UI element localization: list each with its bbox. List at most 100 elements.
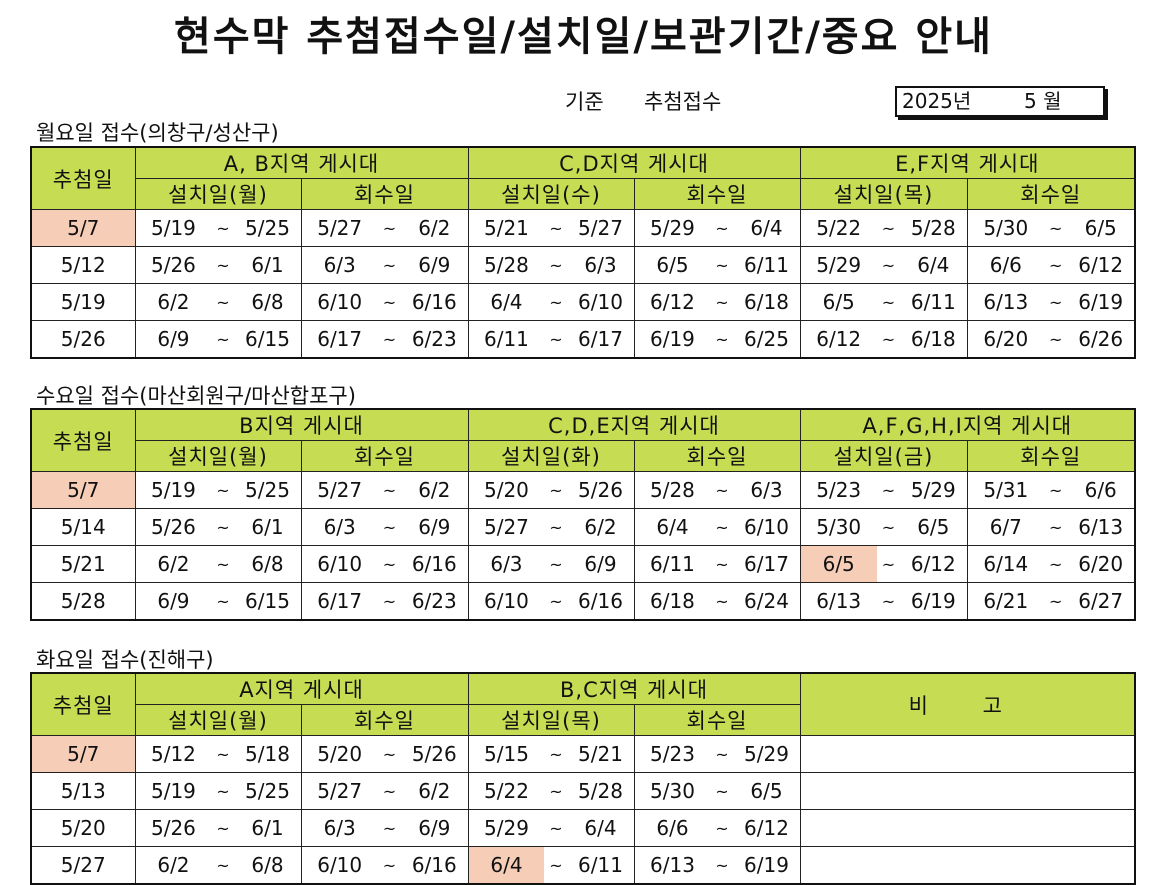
period-cell: 5/27 ~6/2 xyxy=(300,772,469,810)
date-range: 6/11 ~6/17 xyxy=(469,321,634,357)
date-range: 6/2 ~6/8 xyxy=(136,847,301,883)
end-date: 6/17 xyxy=(578,327,623,351)
end-date: 6/10 xyxy=(744,515,789,539)
date-range: 6/18 ~6/24 xyxy=(635,583,800,619)
end-date: 6/16 xyxy=(411,290,457,314)
tilde-separator: ~ xyxy=(382,517,397,537)
tilde-separator: ~ xyxy=(715,591,729,611)
period-cell: 5/29 ~6/4 xyxy=(467,809,635,847)
start-date: 5/30 xyxy=(816,515,862,539)
region-header: A, B지역 게시대 xyxy=(134,146,469,179)
start-date: 6/10 xyxy=(317,552,363,576)
start-date: 5/26 xyxy=(150,253,196,277)
tilde-separator: ~ xyxy=(382,781,397,801)
collect-date-header: 회수일 xyxy=(966,178,1136,210)
draw-date-header: 추첨일 xyxy=(30,408,136,472)
end-date: 5/27 xyxy=(578,216,623,240)
date-range: 5/28 ~6/3 xyxy=(469,247,634,283)
start-date: 5/23 xyxy=(650,742,695,766)
start-date: 6/12 xyxy=(816,327,862,351)
period-cell: 6/9 ~6/15 xyxy=(134,320,302,359)
end-date: 6/17 xyxy=(744,552,789,576)
date-range: 5/21 ~5/27 xyxy=(469,210,634,246)
end-date: 6/16 xyxy=(578,589,623,613)
tilde-separator: ~ xyxy=(382,744,397,764)
period-cell: 6/7 ~6/13 xyxy=(966,508,1136,546)
tilde-separator: ~ xyxy=(881,329,896,349)
start-date: 6/12 xyxy=(649,290,695,314)
end-date: 5/26 xyxy=(578,478,623,502)
date-range: 5/19 ~5/25 xyxy=(136,472,301,508)
install-date-header: 설치일(목) xyxy=(467,704,635,736)
start-date: 6/9 xyxy=(157,589,190,613)
end-date: 6/15 xyxy=(245,589,290,613)
end-date: 6/16 xyxy=(411,552,457,576)
date-range: 6/17 ~6/23 xyxy=(302,321,468,357)
date-range: 6/13 ~6/19 xyxy=(968,284,1135,320)
tilde-separator: ~ xyxy=(382,554,397,574)
period-cell: 6/10 ~6/16 xyxy=(300,545,469,583)
notes-cell xyxy=(799,772,1136,810)
table-row: 5/21 6/2 ~6/8 6/10 ~6/16 6/3 ~6/9 6/11 ~6/17 6/5 ~… xyxy=(30,545,1136,583)
draw-date-cell: 5/7 xyxy=(30,209,136,247)
end-date: 6/4 xyxy=(917,253,950,277)
standard-label: 기준 xyxy=(565,90,604,114)
start-date: 6/3 xyxy=(323,816,356,840)
date-range: 5/26 ~6/1 xyxy=(136,810,301,846)
end-date: 6/4 xyxy=(584,816,617,840)
date-range: 6/17 ~6/23 xyxy=(302,583,468,619)
date-range: 6/5 ~6/11 xyxy=(801,284,967,320)
start-date: 5/26 xyxy=(150,816,196,840)
tilde-separator: ~ xyxy=(216,329,230,349)
date-range: 6/6 ~6/12 xyxy=(635,810,800,846)
tilde-separator: ~ xyxy=(216,218,230,238)
start-date: 5/31 xyxy=(983,478,1029,502)
date-range: 5/23 ~5/29 xyxy=(801,472,967,508)
end-date: 6/2 xyxy=(418,779,451,803)
period-cell: 6/5 ~6/11 xyxy=(799,283,968,321)
date-range: 6/4 ~6/10 xyxy=(635,509,800,545)
start-date: 6/2 xyxy=(157,853,190,877)
end-date: 6/4 xyxy=(750,216,783,240)
date-range: 5/22 ~5/28 xyxy=(469,773,634,809)
tilde-separator: ~ xyxy=(881,255,896,275)
tilde-separator: ~ xyxy=(1049,517,1063,537)
date-range: 5/26 ~6/1 xyxy=(136,247,301,283)
draw-date-cell: 5/7 xyxy=(30,735,136,773)
period-cell: 5/19 ~5/25 xyxy=(134,209,302,247)
end-date: 6/5 xyxy=(917,515,950,539)
tilde-separator: ~ xyxy=(715,744,729,764)
start-date: 5/19 xyxy=(150,478,196,502)
date-range: 6/2 ~6/8 xyxy=(136,546,301,582)
wednesday-schedule-table: 추첨일 B지역 게시대 C,D,E지역 게시대 A,F,G,H,I지역 게시대 … xyxy=(30,408,1137,621)
tilde-separator: ~ xyxy=(382,591,397,611)
period-cell: 5/30 ~6/5 xyxy=(966,209,1136,247)
start-date: 6/17 xyxy=(317,589,363,613)
tilde-separator: ~ xyxy=(216,517,230,537)
start-date: 6/4 xyxy=(468,847,545,883)
date-range: 5/15 ~5/21 xyxy=(469,736,634,772)
end-date: 6/3 xyxy=(584,253,617,277)
draw-date-cell: 5/7 xyxy=(30,471,136,509)
date-range: 6/12 ~6/18 xyxy=(801,321,967,357)
tilde-separator: ~ xyxy=(549,292,563,312)
period-cell: 6/2 ~6/8 xyxy=(134,545,302,583)
tilde-separator: ~ xyxy=(1049,554,1063,574)
tilde-separator: ~ xyxy=(382,480,397,500)
end-date: 5/21 xyxy=(578,742,623,766)
end-date: 6/13 xyxy=(1078,515,1124,539)
collect-date-header: 회수일 xyxy=(300,704,469,736)
period-cell: 5/12 ~5/18 xyxy=(134,735,302,773)
date-range: 5/27 ~6/2 xyxy=(302,472,468,508)
collect-date-header: 회수일 xyxy=(633,178,801,210)
tilde-separator: ~ xyxy=(382,292,397,312)
period-cell: 5/27 ~6/2 xyxy=(300,471,469,509)
collect-date-header: 회수일 xyxy=(966,440,1136,472)
region-header: C,D지역 게시대 xyxy=(467,146,801,179)
draw-date-cell: 5/14 xyxy=(30,508,136,546)
end-date: 6/26 xyxy=(1078,327,1124,351)
table-row: 5/13 5/19 ~5/25 5/27 ~6/2 5/22 ~5/28 5/30 ~6/5 xyxy=(30,772,1136,810)
date-range: 5/30 ~6/5 xyxy=(968,210,1135,246)
tilde-separator: ~ xyxy=(549,818,563,838)
collect-date-header: 회수일 xyxy=(300,440,469,472)
